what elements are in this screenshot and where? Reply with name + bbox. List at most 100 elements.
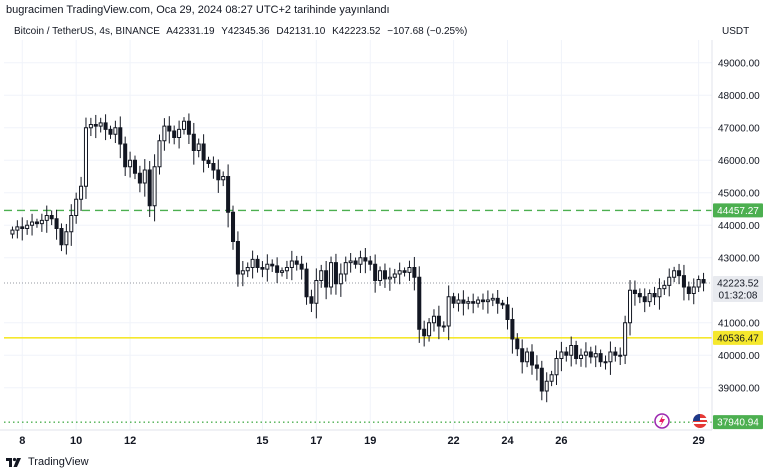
candle-body [348, 260, 353, 264]
candle-body [88, 124, 93, 129]
candle-body [363, 257, 368, 262]
candle-body [280, 270, 285, 273]
candle-body [544, 380, 549, 392]
low-value: D42131.10 [276, 26, 326, 37]
candle-body [412, 267, 417, 278]
us-flag-icon[interactable] [693, 414, 707, 428]
candle-body [686, 286, 691, 294]
candle-body [162, 125, 167, 142]
candle-body [152, 166, 157, 207]
candle-body [583, 351, 588, 356]
candle-body [441, 325, 446, 328]
candle-body [603, 361, 608, 364]
candle-body [132, 159, 138, 174]
candle-body [177, 128, 182, 138]
candle-body [69, 215, 74, 233]
candle-body [564, 351, 569, 356]
candle-body [309, 296, 314, 304]
candle-body [495, 297, 500, 304]
candle-body [137, 172, 142, 184]
candle-body [167, 125, 172, 132]
price-level-tag [713, 203, 763, 218]
x-tick-label: 8 [19, 435, 25, 447]
candle-body [407, 267, 412, 273]
candle-body [108, 128, 113, 135]
candle-body [451, 296, 456, 304]
y-tick-label: 44000.00 [718, 221, 760, 232]
candle-body [613, 351, 618, 356]
candle-body [471, 301, 476, 304]
candle-body [284, 267, 289, 272]
tradingview-brand[interactable]: TradingView [6, 456, 89, 468]
candle-body [329, 262, 334, 288]
price-level-tag [713, 415, 763, 430]
x-tick-label: 12 [124, 435, 136, 447]
candle-body [83, 127, 88, 187]
candle-body [608, 351, 613, 363]
candle-body [647, 293, 652, 303]
candle-body [265, 263, 270, 270]
candle-body [20, 226, 25, 229]
y-tick-label: 47000.00 [718, 123, 760, 134]
candle-body [431, 315, 436, 324]
x-tick-label: 15 [256, 435, 268, 447]
candle-body [623, 322, 628, 356]
lightning-icon[interactable] [654, 413, 670, 429]
candle-body [529, 351, 535, 366]
candle-body [485, 299, 490, 303]
candle-body [230, 211, 236, 242]
x-tick-label: 22 [447, 435, 459, 447]
symbol-name[interactable]: Bitcoin / TetherUS, 4s, BINANCE [14, 26, 160, 37]
candle-body [382, 270, 387, 280]
candle-body [373, 263, 378, 281]
candle-body [417, 276, 422, 330]
candle-body [211, 163, 216, 171]
candle-body [525, 351, 530, 363]
candle-body [436, 315, 441, 327]
x-tick-label: 19 [364, 435, 376, 447]
candle-body [226, 176, 231, 213]
candle-body [235, 241, 240, 275]
candle-body [44, 215, 49, 221]
candle-body [64, 231, 69, 246]
candle-body [427, 322, 432, 337]
candle-body [255, 258, 260, 268]
candle-body [446, 296, 451, 327]
candle-body [466, 301, 471, 304]
candle-body [181, 120, 187, 130]
open-value: A42331.19 [166, 26, 215, 37]
candle-body [480, 299, 486, 303]
candle-body [206, 159, 211, 164]
candle-body [191, 133, 196, 151]
candle-body [500, 302, 505, 306]
x-axis: 8 10 12 15 17 19 22 24 26 29 [19, 435, 705, 447]
candle-body [515, 338, 520, 350]
y-tick-label: 40000.00 [718, 351, 760, 362]
candle-body [574, 345, 579, 359]
candle-body [216, 169, 221, 181]
candle-body [696, 279, 701, 288]
candle-body [667, 276, 672, 286]
candle-body [201, 143, 206, 161]
x-tick-label: 29 [693, 435, 705, 447]
y-tick-label: 45000.00 [718, 188, 760, 199]
candle-body [15, 226, 20, 231]
candle-body [598, 353, 603, 363]
candle-body [186, 120, 191, 135]
candle-body [54, 218, 59, 229]
y-tick-label: 41000.00 [718, 318, 760, 329]
candle-body [324, 270, 329, 288]
candle-body [221, 176, 226, 181]
candle-body [358, 257, 363, 265]
x-tick-label: 17 [310, 435, 322, 447]
y-tick-label: 46000.00 [718, 156, 760, 167]
candle-body [520, 348, 525, 363]
close-value: K42223.52 [332, 26, 381, 37]
currency-label[interactable]: USDT [722, 26, 750, 37]
price-level-label: 40536.47 [717, 333, 759, 344]
candle-body [157, 140, 162, 168]
candle-body [456, 299, 461, 304]
candle-body [559, 351, 564, 359]
